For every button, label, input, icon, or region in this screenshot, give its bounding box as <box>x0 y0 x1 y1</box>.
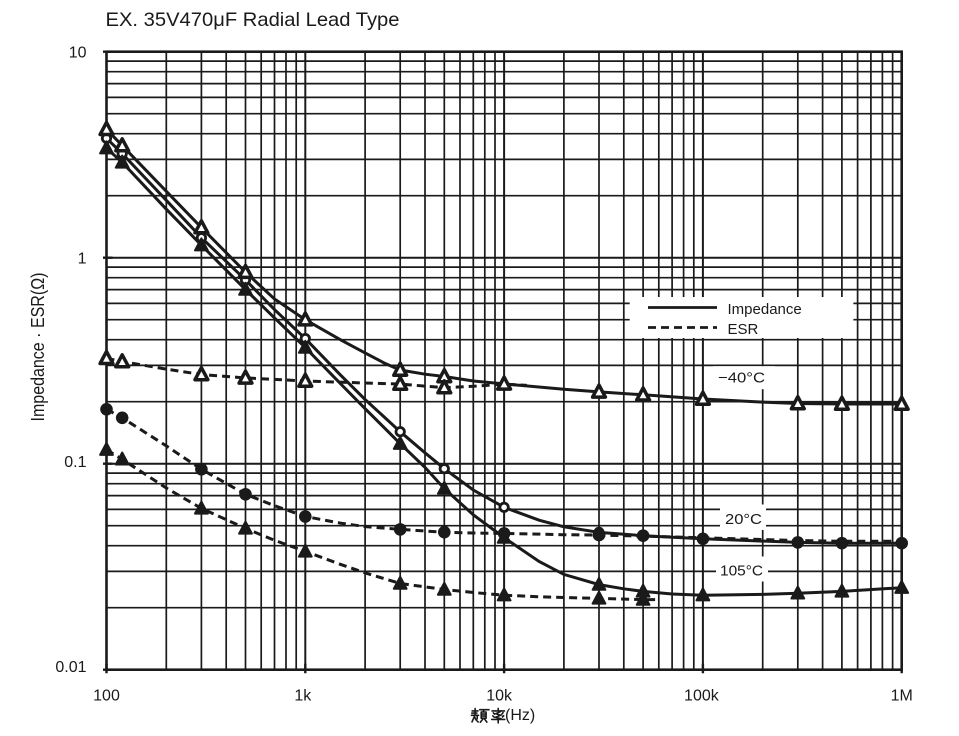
svg-text:−40°C: −40°C <box>718 370 765 387</box>
svg-text:10k: 10k <box>486 688 513 705</box>
svg-text:0.1: 0.1 <box>64 454 86 471</box>
svg-text:1M: 1M <box>891 688 913 705</box>
svg-text:(Hz): (Hz) <box>505 707 535 724</box>
svg-text:20°C: 20°C <box>725 511 762 528</box>
svg-text:105°C: 105°C <box>720 563 763 580</box>
svg-text:100k: 100k <box>684 688 720 705</box>
svg-text:1: 1 <box>78 251 87 268</box>
svg-text:100: 100 <box>93 688 120 705</box>
svg-text:EX. 35V470μF Radial Lead Type: EX. 35V470μF Radial Lead Type <box>106 9 400 31</box>
svg-text:ESR: ESR <box>728 321 759 338</box>
svg-text:10: 10 <box>69 45 87 62</box>
svg-text:0.01: 0.01 <box>55 659 86 676</box>
svg-text:1k: 1k <box>294 688 312 705</box>
svg-text:Impedance · ESR(Ω): Impedance · ESR(Ω) <box>28 273 48 422</box>
svg-text:Impedance: Impedance <box>728 301 802 318</box>
